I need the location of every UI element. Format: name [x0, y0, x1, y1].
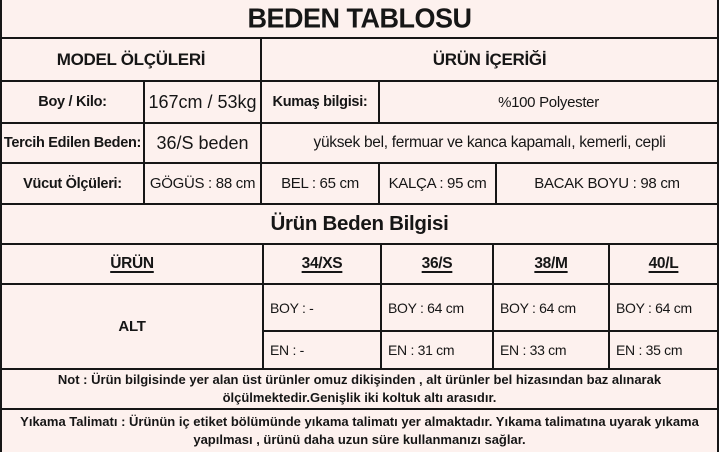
- size-header-row: ÜRÜN 34/XS 36/S 38/M 40/L: [2, 243, 717, 283]
- en-values-row: EN : - EN : 31 cm EN : 33 cm EN : 35 cm: [264, 330, 717, 368]
- table-header-row: MODEL ÖLÇÜLERİ ÜRÜN İÇERİĞİ: [2, 37, 717, 80]
- tercih-beden-row: Tercih Edilen Beden: 36/S beden yüksek b…: [2, 122, 717, 162]
- boy-kilo-label: Boy / Kilo:: [2, 82, 145, 122]
- boy-kilo-row: Boy / Kilo: 167cm / 53kg Kumaş bilgisi: …: [2, 80, 717, 122]
- measurement-note: Not : Ürün bilgisinde yer alan üst ürünl…: [2, 368, 717, 408]
- en-40l: EN : 35 cm: [616, 342, 683, 358]
- bacak-boyu-value: BACAK BOYU : 98 cm: [534, 175, 680, 192]
- size-col-34xs: 34/XS: [264, 245, 382, 283]
- boy-values-row: BOY : - BOY : 64 cm BOY : 64 cm BOY : 64…: [264, 285, 717, 330]
- size-col-40l: 40/L: [648, 255, 679, 272]
- kumas-bilgisi-value: %100 Polyester: [498, 93, 599, 111]
- vucut-olculeri-label: Vücut Ölçüleri:: [2, 164, 145, 203]
- gogus-value: GÖGÜS : 88 cm: [145, 164, 262, 203]
- en-36s: EN : 31 cm: [382, 332, 494, 368]
- alt-measure-grid: BOY : - BOY : 64 cm BOY : 64 cm BOY : 64…: [264, 285, 717, 368]
- urun-icerigi-header: ÜRÜN İÇERİĞİ: [432, 49, 547, 69]
- washing-instructions-note: Yıkama Talimatı : Ürünün iç etiket bölüm…: [2, 408, 717, 452]
- kumas-bilgisi-label: Kumaş bilgisi:: [262, 82, 380, 122]
- boy-kilo-value: 167cm / 53kg: [145, 82, 262, 122]
- tercih-beden-label: Tercih Edilen Beden:: [2, 124, 145, 162]
- model-olculeri-header: MODEL ÖLÇÜLERİ: [2, 39, 262, 80]
- en-38m: EN : 33 cm: [494, 332, 610, 368]
- en-34xs: EN : -: [264, 332, 382, 368]
- size-col-urun: ÜRÜN: [2, 245, 264, 283]
- boy-36s: BOY : 64 cm: [382, 285, 494, 330]
- vucut-olculeri-row: Vücut Ölçüleri: GÖGÜS : 88 cm BEL : 65 c…: [2, 162, 717, 203]
- kalca-value: KALÇA : 95 cm: [380, 164, 497, 203]
- tercih-beden-value: 36/S beden: [145, 124, 262, 162]
- urun-ozellikleri-value: yüksek bel, fermuar ve kanca kapamalı, k…: [313, 134, 666, 151]
- title-row: BEDEN TABLOSU: [2, 0, 717, 37]
- page-title: BEDEN TABLOSU: [247, 2, 472, 34]
- alt-measurements-row: ALT BOY : - BOY : 64 cm BOY : 64 cm BOY …: [2, 283, 717, 368]
- size-section-title: Ürün Beden Bilgisi: [270, 212, 449, 235]
- boy-34xs: BOY : -: [264, 285, 382, 330]
- bel-value: BEL : 65 cm: [262, 164, 380, 203]
- size-section-title-row: Ürün Beden Bilgisi: [2, 203, 717, 243]
- boy-38m: BOY : 64 cm: [494, 285, 610, 330]
- size-col-36s: 36/S: [382, 245, 494, 283]
- alt-row-label: ALT: [2, 285, 264, 368]
- boy-40l: BOY : 64 cm: [616, 299, 692, 316]
- size-col-38m: 38/M: [494, 245, 610, 283]
